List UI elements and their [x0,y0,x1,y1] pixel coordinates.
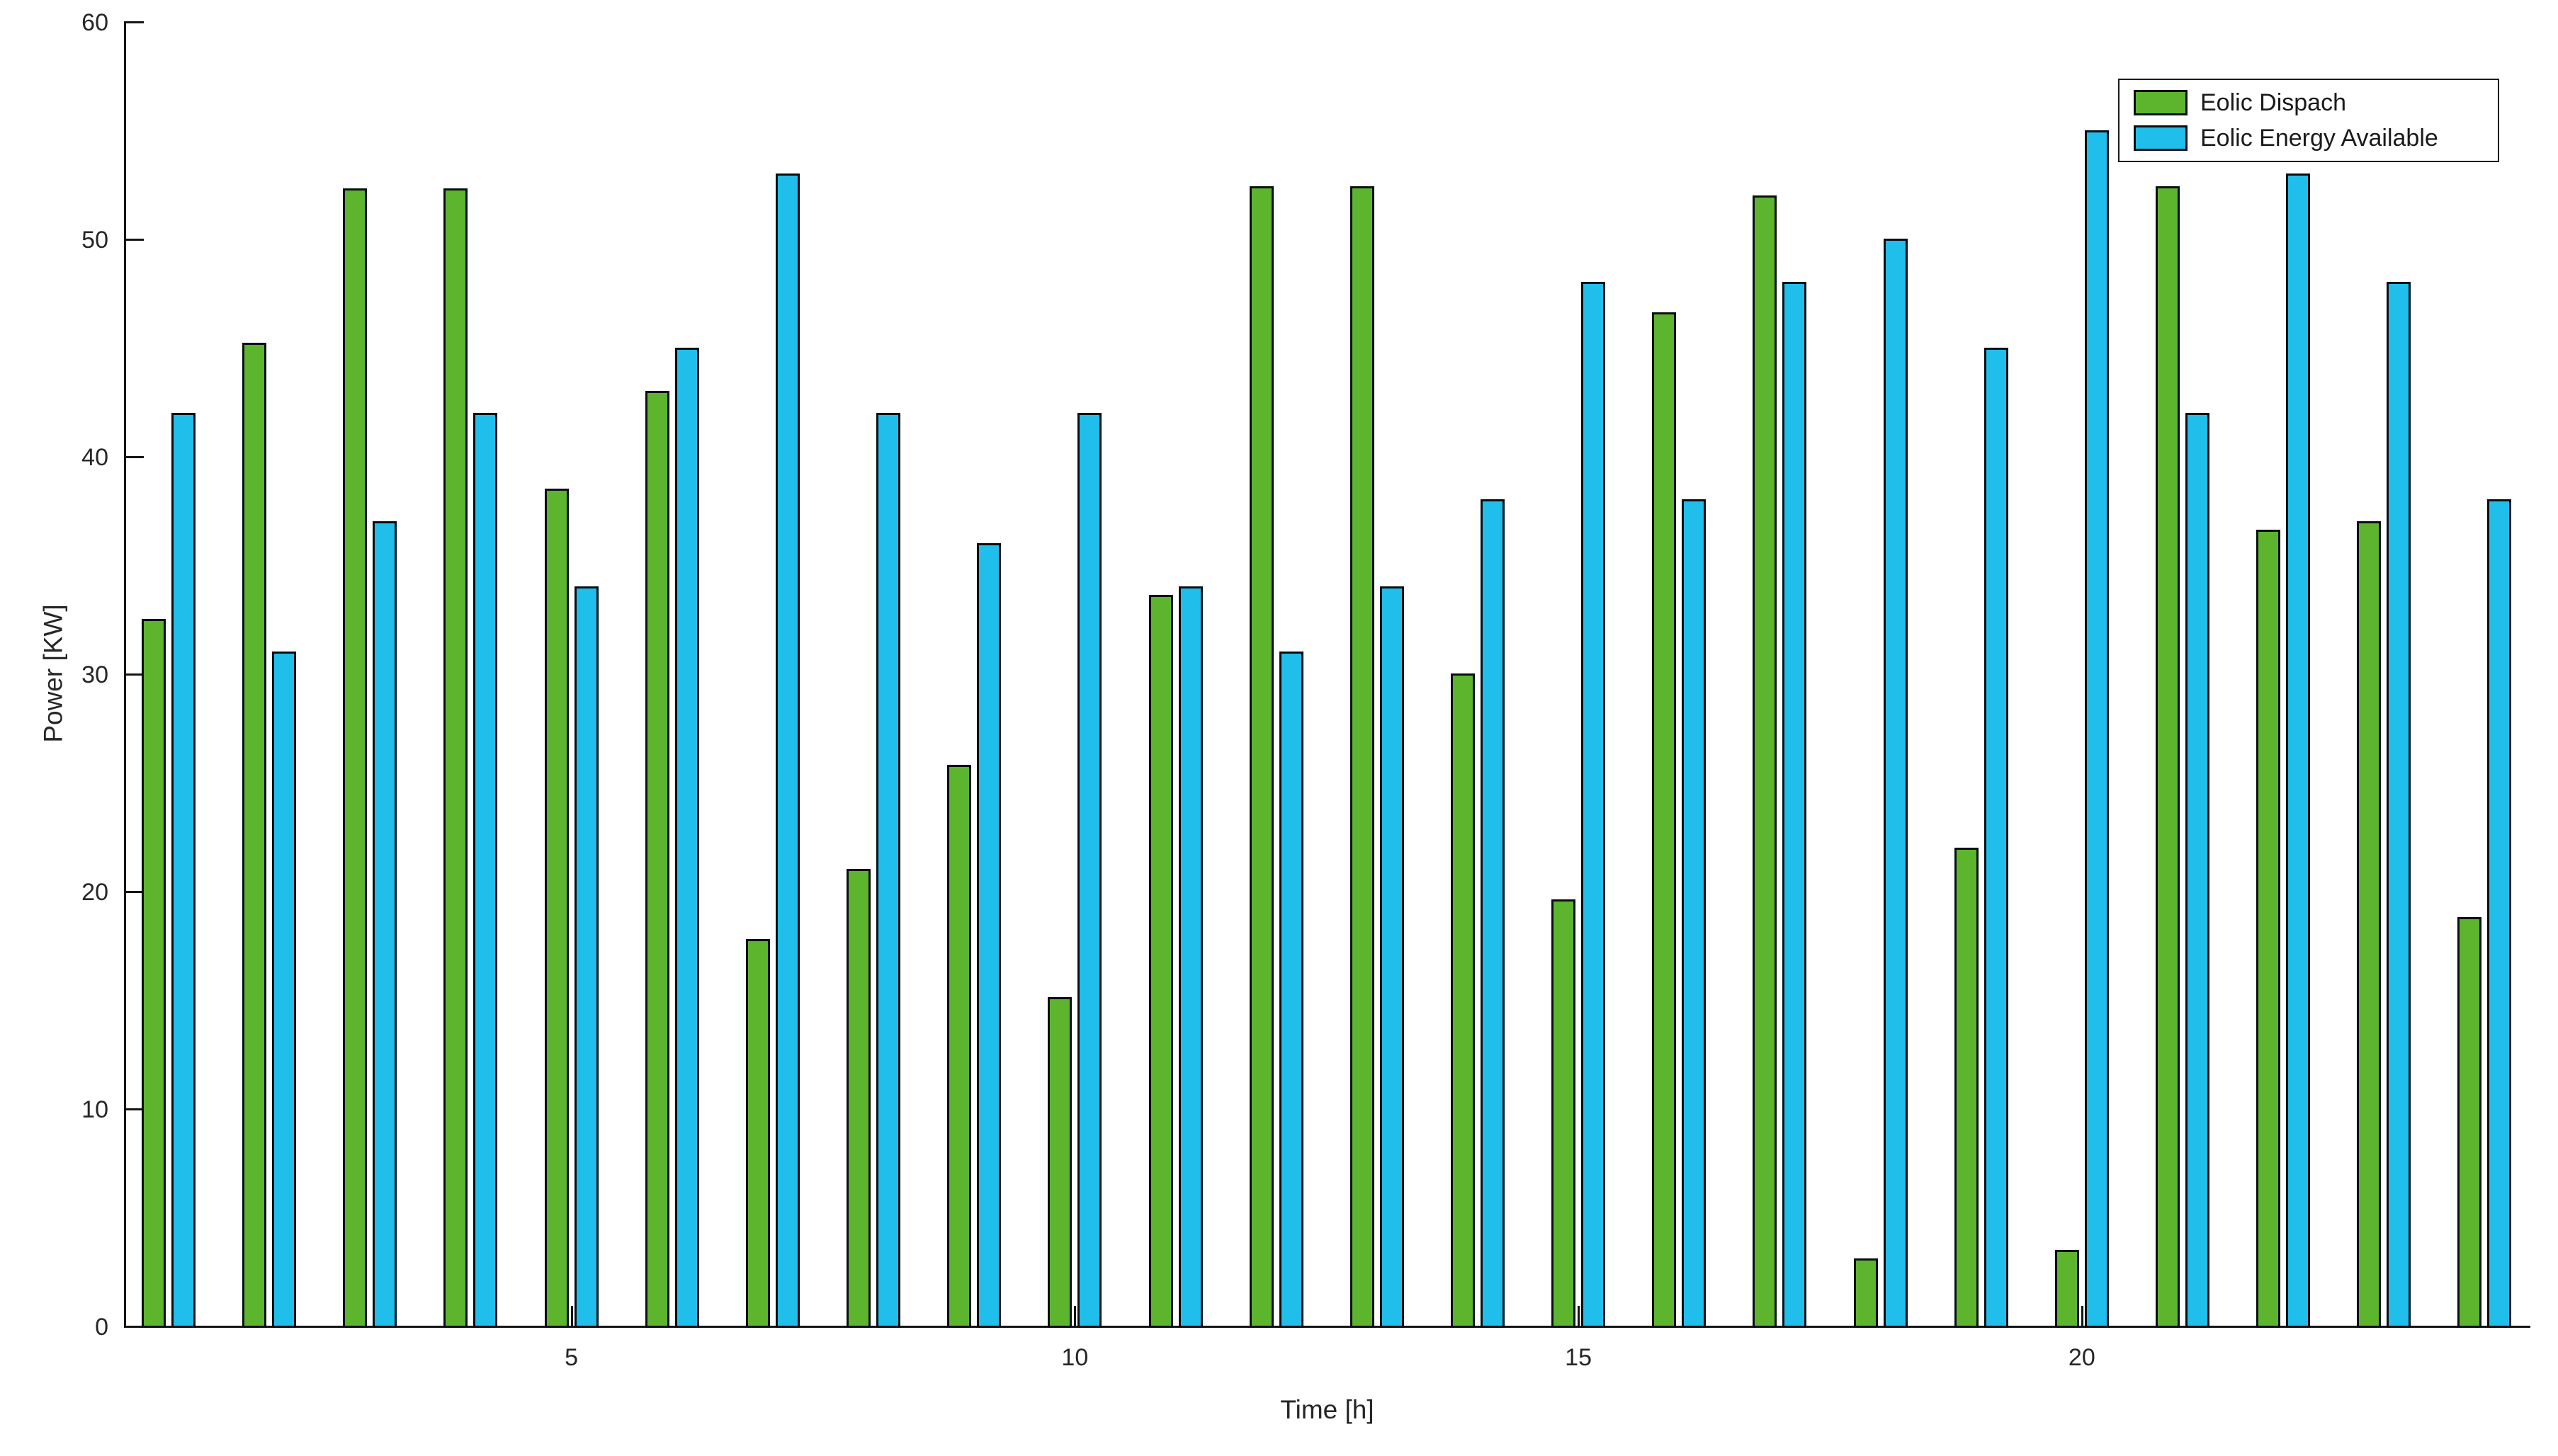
legend-label: Eolic Dispach [2200,89,2346,116]
bar-eolic-dispatch [544,489,569,1328]
y-tick-label: 10 [81,1096,108,1123]
bar-eolic-dispatch [645,390,669,1328]
legend-label: Eolic Energy Available [2200,125,2438,152]
bar-eolic-available [2286,173,2311,1328]
bar-eolic-dispatch [2054,1249,2079,1328]
bar-eolic-dispatch [847,869,871,1328]
bar-eolic-dispatch [1853,1258,1878,1328]
y-tick-mark [124,673,144,676]
bar-eolic-dispatch [2357,521,2382,1328]
bar-eolic-available [2387,282,2411,1328]
y-tick-mark [124,891,144,893]
y-tick-label: 20 [81,879,108,906]
y-tick-label: 40 [81,444,108,471]
bar-eolic-dispatch [343,188,368,1328]
y-tick-mark [124,21,144,23]
bar-eolic-dispatch [947,764,972,1328]
x-axis-line [124,1326,2530,1328]
bar-eolic-available [171,412,196,1328]
bar-eolic-available [1480,499,1505,1328]
bar-eolic-available [574,586,599,1328]
legend-swatch-green [2134,90,2188,115]
x-tick-label: 15 [1565,1344,1592,1371]
bar-eolic-dispatch [1249,186,1274,1328]
bar-eolic-dispatch [1450,673,1475,1328]
bar-eolic-dispatch [1349,186,1374,1328]
bar-eolic-dispatch [242,343,267,1328]
y-tick-mark [124,239,144,241]
bar-eolic-dispatch [1148,595,1173,1328]
bar-eolic-available [1883,239,1908,1328]
bar-eolic-dispatch [1652,312,1677,1328]
bar-eolic-dispatch [2256,530,2281,1328]
bar-eolic-available [1983,347,2008,1328]
bar-eolic-available [1682,499,1707,1328]
y-tick-label: 0 [95,1314,108,1341]
bar-eolic-available [1077,412,1102,1328]
bar-eolic-available [1782,282,1807,1328]
bar-eolic-available [876,412,901,1328]
bar-eolic-dispatch [142,619,166,1328]
bar-eolic-available [674,347,699,1328]
legend-entry-available: Eolic Energy Available [2129,124,2488,152]
bar-eolic-available [2084,130,2109,1328]
bar-eolic-available [473,412,498,1328]
x-axis-title: Time [h] [1280,1395,1374,1424]
bar-eolic-available [1178,586,1203,1328]
y-tick-label: 30 [81,661,108,688]
bar-eolic-dispatch [1048,997,1073,1328]
y-axis-title: Power [KW] [38,604,68,743]
bar-eolic-dispatch [745,938,770,1328]
y-tick-label: 50 [81,227,108,254]
x-tick-label: 20 [2068,1344,2095,1371]
x-tick-label: 5 [565,1344,579,1371]
bar-eolic-available [1279,652,1303,1328]
bar-eolic-available [1581,282,1606,1328]
y-tick-mark [124,1108,144,1110]
bar-eolic-available [775,173,800,1328]
x-tick-mark [1578,1306,1580,1326]
bar-eolic-available [2185,412,2209,1328]
bar-eolic-available [977,542,1002,1328]
legend-entry-dispatch: Eolic Dispach [2129,89,2488,117]
bar-eolic-available [272,652,297,1328]
x-tick-mark [2081,1306,2083,1326]
bar-eolic-dispatch [1954,847,1979,1328]
bar-eolic-available [2487,499,2512,1328]
x-tick-label: 10 [1061,1344,1089,1371]
legend-swatch-cyan [2134,125,2188,151]
bar-eolic-dispatch [1551,899,1576,1328]
bar-eolic-available [1379,586,1404,1328]
y-tick-mark [124,456,144,458]
bar-eolic-dispatch [2457,916,2482,1328]
y-tick-label: 60 [81,9,108,36]
x-tick-mark [1074,1306,1077,1326]
bar-eolic-dispatch [443,188,468,1328]
x-tick-mark [570,1306,573,1326]
legend-box: Eolic Dispach Eolic Energy Available [2118,79,2499,162]
bar-eolic-dispatch [1753,195,1777,1328]
bar-eolic-available [373,521,397,1328]
bar-eolic-dispatch [2156,186,2180,1328]
